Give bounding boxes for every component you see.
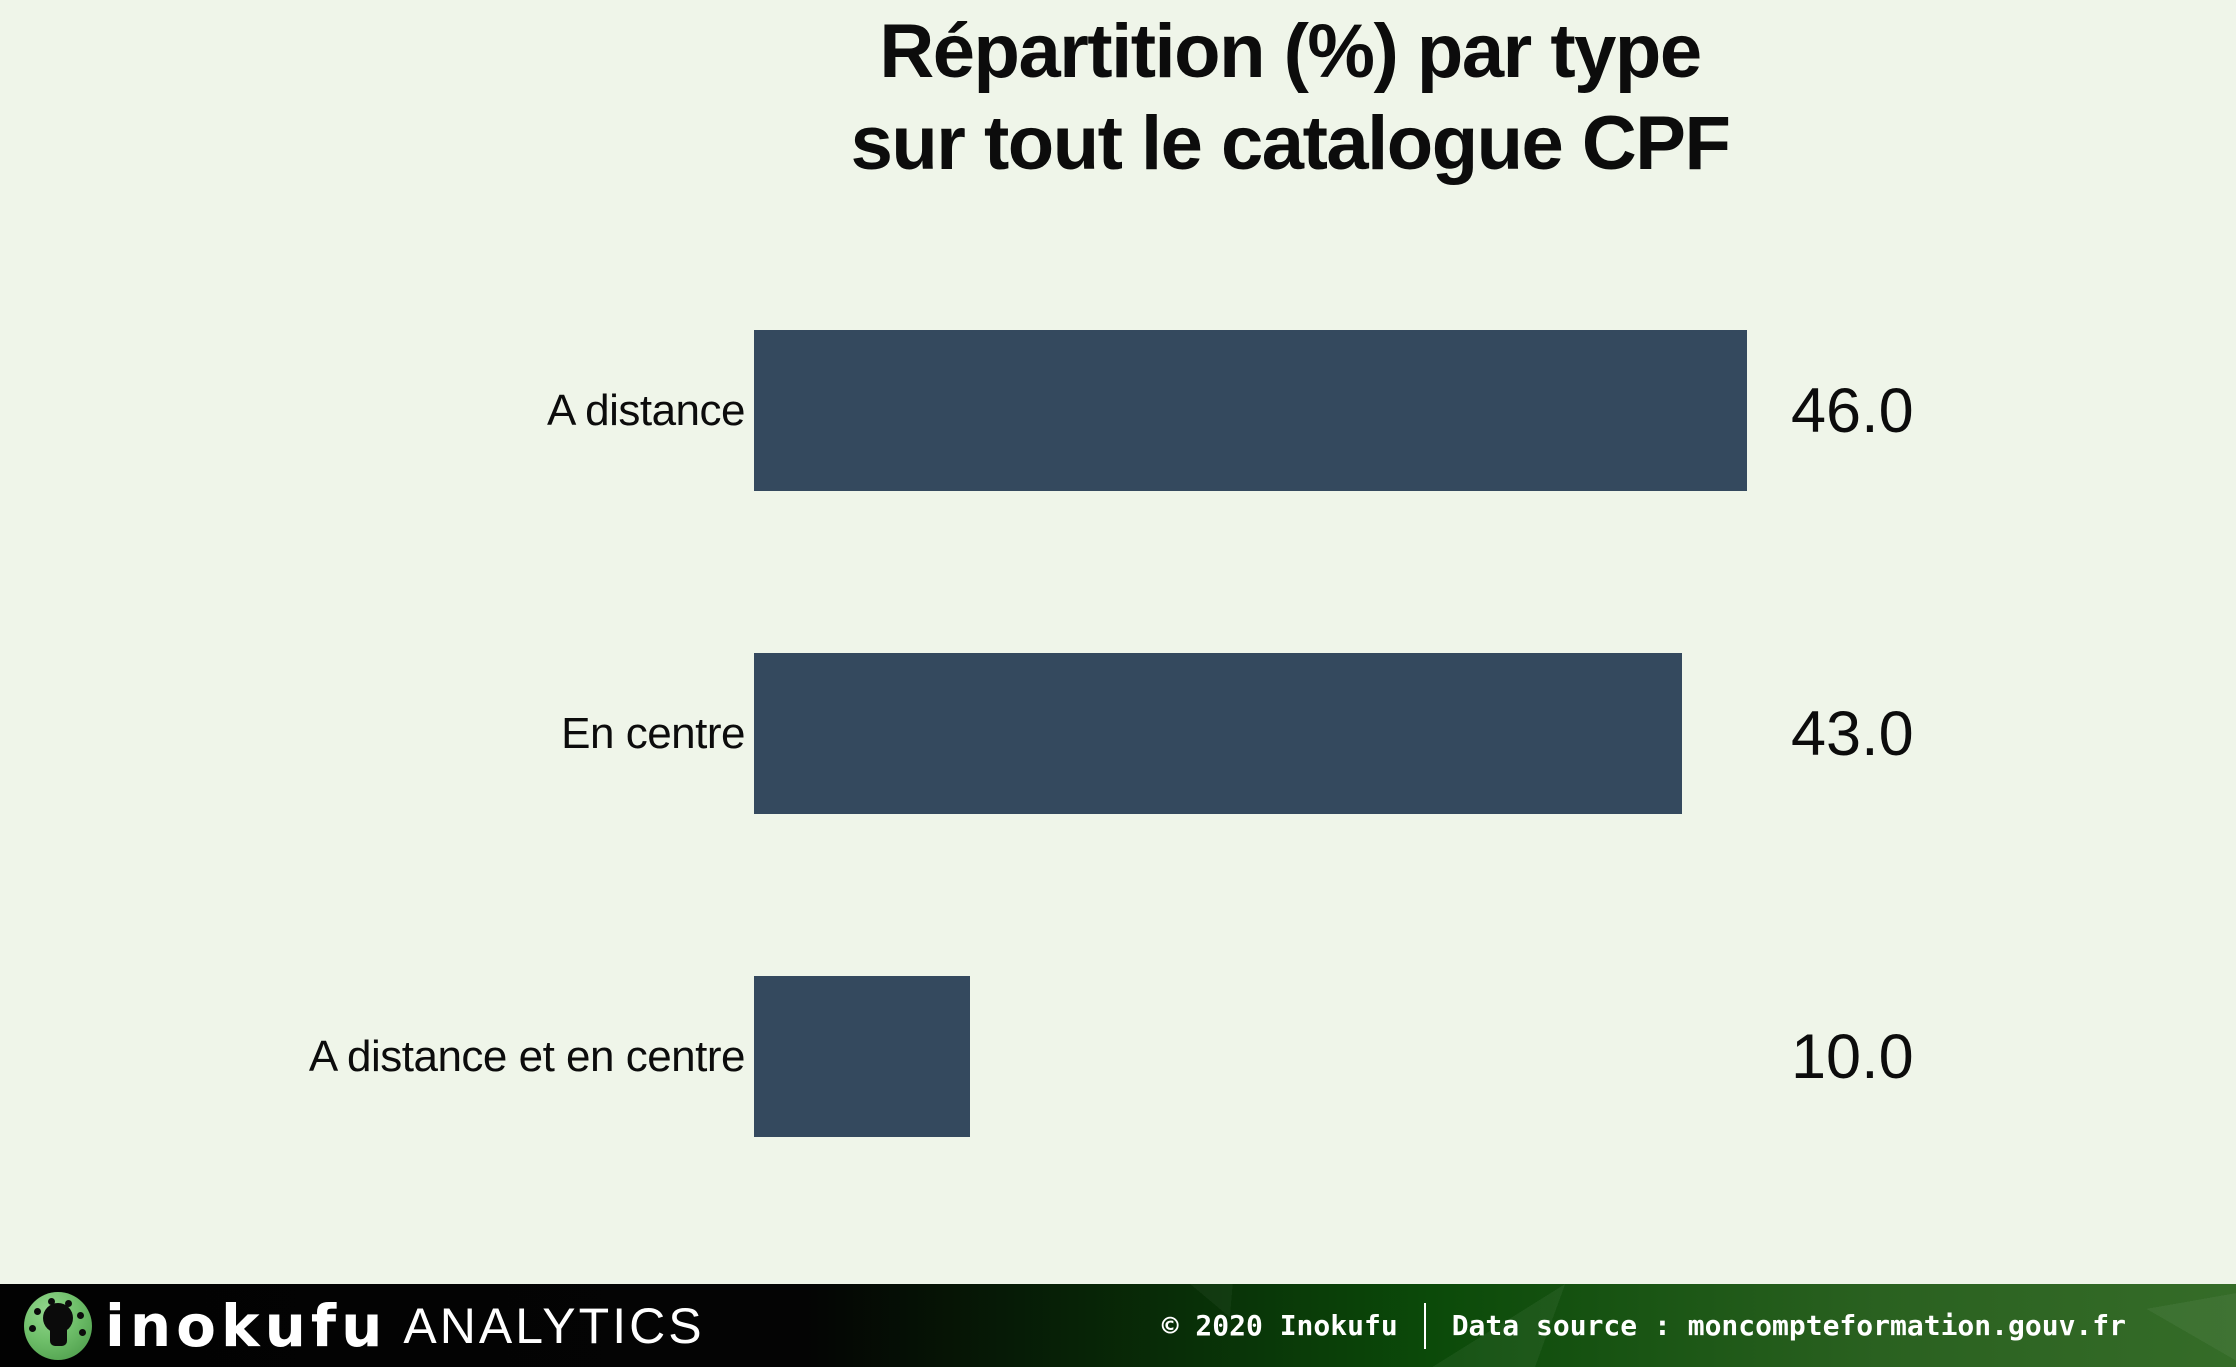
chart-title: Répartition (%) par type sur tout le cat… — [560, 6, 2020, 190]
logo-dot-icon — [34, 1307, 41, 1315]
bar-track — [754, 976, 1747, 1137]
logo-dot-icon — [77, 1311, 84, 1319]
footer-banner: inokufu ANALYTICS © 2020 Inokufu Data so… — [0, 1284, 2236, 1367]
bar-row: En centre 43.0 — [0, 572, 2236, 895]
brand-suffix: ANALYTICS — [403, 1297, 705, 1354]
bar — [754, 976, 970, 1137]
logo-dot-icon — [29, 1324, 36, 1332]
bar-track — [754, 330, 1747, 491]
bar-rows: A distance 46.0 En centre 43.0 A distance et… — [0, 249, 2236, 1218]
bar — [754, 653, 1683, 814]
credits-block: © 2020 Inokufu Data source : moncomptefo… — [1162, 1284, 2126, 1367]
bulb-base-icon — [50, 1327, 67, 1346]
category-label: En centre — [561, 708, 745, 758]
brand-block: inokufu ANALYTICS — [24, 1284, 705, 1367]
value-label: 43.0 — [1791, 698, 1914, 769]
chart-title-line2: sur tout le catalogue CPF — [850, 100, 1731, 186]
brand-name: inokufu — [105, 1291, 388, 1360]
bar-row: A distance 46.0 — [0, 249, 2236, 572]
value-label: 10.0 — [1791, 1021, 1914, 1092]
logo-dot-icon — [48, 1297, 55, 1305]
chart-title-line1: Répartition (%) par type — [879, 9, 1702, 94]
category-label: A distance — [546, 385, 746, 435]
credits-separator — [1423, 1302, 1426, 1349]
data-source-text: Data source : moncompteformation.gouv.fr — [1451, 1309, 2126, 1342]
bar-track — [754, 653, 1747, 814]
inokufu-lightbulb-logo-icon — [24, 1291, 92, 1360]
logo-dot-icon — [65, 1299, 72, 1307]
bar — [754, 330, 1747, 491]
category-label: A distance et en centre — [308, 1031, 746, 1081]
logo-dot-icon — [79, 1328, 86, 1336]
bar-row: A distance et en centre 10.0 — [0, 895, 2236, 1218]
copyright-text: © 2020 Inokufu — [1161, 1309, 1398, 1342]
value-label: 46.0 — [1791, 375, 1914, 446]
